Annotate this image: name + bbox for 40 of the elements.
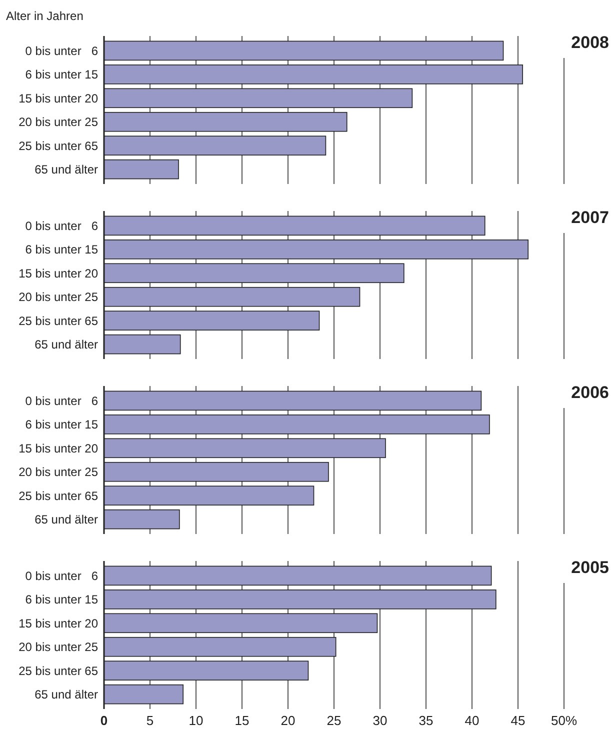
chart-title: 2007 xyxy=(571,208,609,227)
y-tick-label: 25 bis unter 65 xyxy=(18,664,98,678)
y-tick-label: 6 bis unter 15 xyxy=(25,592,98,607)
x-tick-label: 50% xyxy=(550,713,578,728)
x-tick-label: 30 xyxy=(372,713,388,728)
y-tick-label: 65 und älter xyxy=(34,338,98,352)
y-tick-label: 25 bis unter 65 xyxy=(18,138,98,153)
chart-title: 2005 xyxy=(571,558,609,577)
y-tick-label: 65 und älter xyxy=(34,512,98,527)
y-tick-label: 15 bis unter 20 xyxy=(18,266,98,280)
y-tick-label: 15 bis unter 20 xyxy=(18,441,98,456)
x-tick-label: 15 xyxy=(234,713,250,728)
chart-title: 2008 xyxy=(571,33,609,52)
y-tick-label: 6 bis unter 15 xyxy=(25,68,98,82)
x-tick-label: 35 xyxy=(418,713,434,728)
x-tick-label: 0 xyxy=(100,713,108,728)
x-tick-label: 25 xyxy=(326,713,342,728)
y-tick-label: 20 bis unter 25 xyxy=(18,640,98,654)
y-tick-label: 0 bis unter 6 xyxy=(25,568,98,583)
y-tick-label: 65 und älter xyxy=(34,162,98,177)
y-tick-label: 6 bis unter 15 xyxy=(25,242,98,257)
y-tick-label: 6 bis unter 15 xyxy=(25,418,98,432)
x-tick-label: 40 xyxy=(464,713,480,728)
y-tick-label: 65 und älter xyxy=(34,688,98,702)
x-tick-label: 20 xyxy=(280,713,296,728)
x-tick-label: 10 xyxy=(188,713,204,728)
y-axis-title: Alter in Jahren xyxy=(6,9,84,23)
y-tick-label: 25 bis unter 65 xyxy=(18,488,98,503)
y-tick-label: 0 bis unter 6 xyxy=(25,218,98,233)
y-tick-label: 15 bis unter 20 xyxy=(18,616,98,630)
y-tick-label: 20 bis unter 25 xyxy=(18,465,98,480)
x-tick-label: 45 xyxy=(510,713,526,728)
y-tick-label: 20 bis unter 25 xyxy=(18,290,98,304)
chart-title: 2006 xyxy=(571,383,609,402)
y-tick-label: 0 bis unter 6 xyxy=(25,394,98,408)
y-tick-label: 25 bis unter 65 xyxy=(18,314,98,328)
x-tick-label: 5 xyxy=(146,713,154,728)
y-tick-label: 0 bis unter 6 xyxy=(25,44,98,58)
y-tick-label: 15 bis unter 20 xyxy=(18,91,98,106)
y-tick-label: 20 bis unter 25 xyxy=(18,115,98,130)
